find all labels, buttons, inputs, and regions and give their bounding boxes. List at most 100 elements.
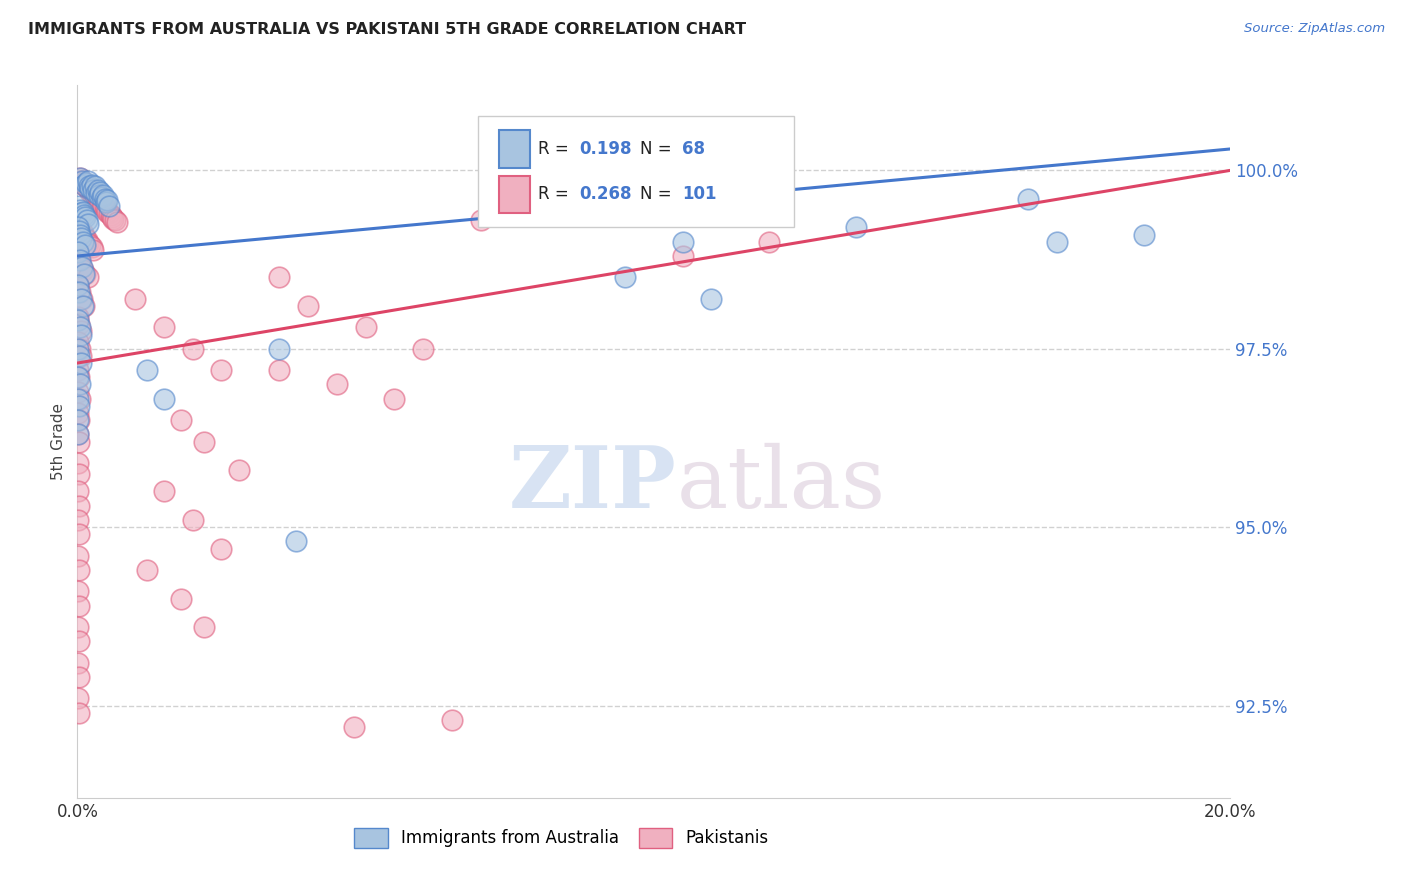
Point <box>170 413 193 427</box>
Point <box>89 185 111 199</box>
Point <box>67 527 90 541</box>
Point <box>557 199 579 213</box>
Point <box>94 201 117 215</box>
Point <box>69 170 91 185</box>
Text: N =: N = <box>640 186 676 203</box>
Point <box>83 190 105 204</box>
Point <box>73 210 96 224</box>
Point <box>70 174 93 188</box>
Text: atlas: atlas <box>676 442 886 526</box>
Point <box>98 199 121 213</box>
Point <box>101 210 124 224</box>
Point <box>67 427 90 442</box>
Point <box>101 211 124 226</box>
Point <box>67 706 90 720</box>
Point <box>67 620 90 634</box>
Point <box>267 342 291 356</box>
Point <box>76 174 98 188</box>
Point <box>1018 192 1040 206</box>
Point <box>66 392 89 406</box>
Point <box>170 591 193 606</box>
Point <box>124 292 146 306</box>
Point <box>72 226 94 240</box>
Point <box>67 252 90 267</box>
Point <box>89 188 111 202</box>
Point <box>96 204 118 219</box>
Point <box>1133 227 1156 242</box>
Point <box>67 317 90 331</box>
Point <box>69 256 91 270</box>
Point <box>354 320 377 334</box>
Point <box>104 213 127 227</box>
Point <box>73 178 96 192</box>
Text: 68: 68 <box>682 140 704 158</box>
Point <box>69 170 91 185</box>
Point <box>67 549 90 563</box>
Point <box>67 513 90 527</box>
Point <box>76 213 98 227</box>
Point <box>382 392 406 406</box>
Point <box>69 377 91 392</box>
Point <box>69 285 91 299</box>
Point <box>69 206 91 220</box>
Point <box>66 249 89 263</box>
Point <box>69 224 91 238</box>
Point <box>267 363 291 377</box>
Point <box>77 183 100 197</box>
Text: 0.268: 0.268 <box>579 186 631 203</box>
Point <box>69 392 91 406</box>
Point <box>758 235 780 249</box>
Text: R =: R = <box>538 186 575 203</box>
Point <box>135 363 157 377</box>
Point <box>700 292 723 306</box>
Point <box>96 195 118 210</box>
Point <box>67 384 90 399</box>
Point <box>193 434 215 449</box>
Point <box>67 484 90 499</box>
Text: Source: ZipAtlas.com: Source: ZipAtlas.com <box>1244 22 1385 36</box>
Point <box>72 299 94 313</box>
Point <box>82 188 104 202</box>
Point <box>98 206 121 220</box>
Point <box>67 634 90 648</box>
Point <box>75 176 97 190</box>
Point <box>100 208 122 222</box>
Point <box>73 267 96 281</box>
Point <box>412 342 434 356</box>
Point <box>67 563 90 577</box>
Text: N =: N = <box>640 140 676 158</box>
Point <box>69 342 91 356</box>
Point <box>75 238 97 252</box>
Point <box>845 220 868 235</box>
FancyBboxPatch shape <box>499 176 530 213</box>
Text: ZIP: ZIP <box>509 442 676 526</box>
Point <box>70 349 93 363</box>
Point <box>69 356 91 370</box>
Point <box>441 713 464 727</box>
Point <box>326 377 349 392</box>
Point <box>67 224 90 238</box>
Point <box>67 277 90 292</box>
Point <box>67 199 90 213</box>
Point <box>77 236 100 251</box>
Point <box>76 233 98 247</box>
Point <box>86 183 108 197</box>
Point <box>82 183 104 197</box>
Point <box>77 179 100 194</box>
Point <box>83 179 105 194</box>
Point <box>135 563 157 577</box>
Point <box>470 213 492 227</box>
Point <box>211 363 233 377</box>
Point <box>67 219 90 233</box>
Point <box>614 270 637 285</box>
Text: 0.198: 0.198 <box>579 140 631 158</box>
Point <box>67 456 90 470</box>
Point <box>67 399 90 413</box>
Point <box>86 192 108 206</box>
Point <box>67 467 90 481</box>
Point <box>672 235 695 249</box>
Point <box>73 299 96 313</box>
Point <box>70 292 93 306</box>
FancyBboxPatch shape <box>499 130 530 168</box>
Point <box>89 194 111 208</box>
